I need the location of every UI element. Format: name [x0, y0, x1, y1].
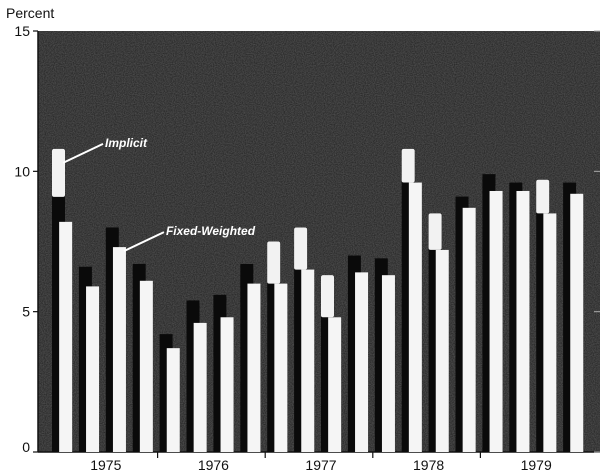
bar-implicit-highlight — [536, 179, 550, 214]
bar-fixed-weighted — [139, 280, 153, 452]
y-tick-label: 15 — [14, 23, 30, 39]
bar-fixed-weighted — [86, 286, 100, 452]
y-tick-label: 5 — [22, 304, 30, 320]
bar-implicit-highlight — [267, 241, 281, 284]
annotation-leader — [123, 231, 165, 253]
bar-fixed-weighted — [381, 275, 395, 452]
bar-fixed-weighted — [570, 193, 584, 452]
y-axis-label: Percent — [6, 5, 54, 21]
plot-area — [37, 31, 600, 453]
annotations-group: Implicit Fixed-Weighted — [62, 136, 256, 253]
bar-implicit-highlight — [428, 213, 442, 250]
bar-fixed-weighted — [220, 317, 234, 452]
x-tick-label: 1979 — [521, 457, 552, 472]
bar-fixed-weighted — [408, 182, 422, 452]
bar-fixed-weighted — [112, 247, 126, 452]
bar-fixed-weighted — [516, 190, 530, 453]
y-tick-label: 10 — [14, 163, 30, 179]
x-tick-label: 1978 — [413, 457, 444, 472]
bar-fixed-weighted — [489, 190, 503, 453]
annotation-label: Implicit — [105, 136, 148, 150]
annotation-leader — [62, 142, 104, 164]
bar-fixed-weighted — [328, 317, 342, 452]
bar-implicit-highlight — [401, 148, 415, 183]
bar-fixed-weighted — [247, 283, 261, 452]
x-tick-label: 1975 — [90, 457, 121, 472]
bar-fixed-weighted — [193, 322, 207, 452]
bar-fixed-weighted — [355, 272, 369, 452]
x-tick-label: 1976 — [198, 457, 229, 472]
annotation-label: Fixed-Weighted — [166, 224, 256, 238]
y-axis: 0 5 10 15 — [14, 23, 600, 455]
plot-texture — [38, 31, 600, 452]
bar-implicit-highlight — [52, 148, 65, 197]
bar-fixed-weighted — [462, 207, 476, 452]
bar-fixed-weighted — [543, 213, 557, 452]
bar-fixed-weighted — [59, 221, 73, 452]
bar-implicit-highlight — [294, 227, 308, 270]
bars-group — [52, 148, 584, 453]
x-axis: 1975 1976 1977 1978 1979 — [90, 452, 552, 472]
bar-fixed-weighted — [166, 348, 180, 452]
x-tick-label: 1977 — [305, 457, 336, 472]
bar-fixed-weighted — [435, 249, 449, 452]
bar-fixed-weighted — [301, 269, 315, 452]
bar-fixed-weighted — [274, 283, 288, 452]
y-tick-label: 0 — [22, 439, 30, 455]
bar-implicit-highlight — [321, 275, 334, 318]
